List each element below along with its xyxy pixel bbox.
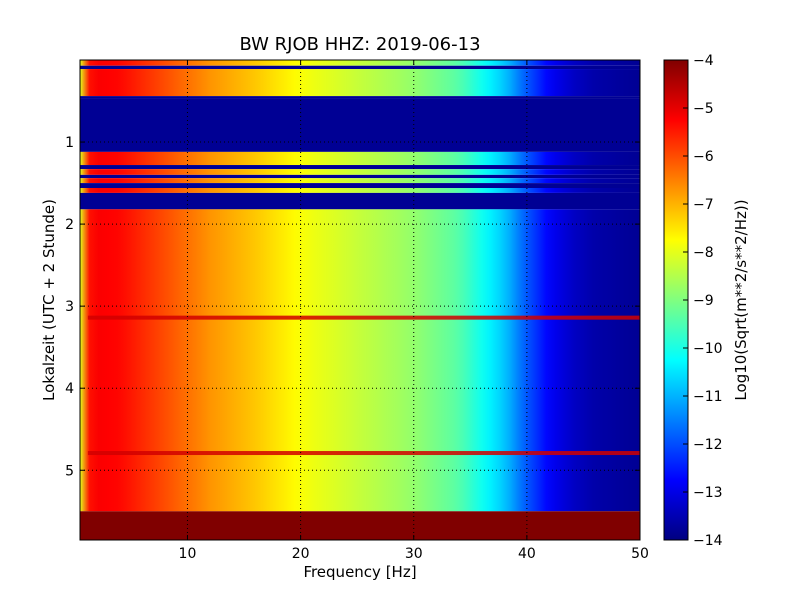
time-segment-data	[80, 209, 640, 512]
chart-title: BW RJOB HHZ: 2019-06-13	[239, 34, 480, 55]
time-segment-gap	[80, 98, 640, 152]
x-axis-ticks: 10 20 30 40 50	[179, 60, 649, 562]
time-segment-gap	[80, 192, 640, 210]
plot-frame	[79, 59, 641, 541]
x-tick-label: 30	[405, 546, 423, 562]
time-segment-gap	[80, 165, 640, 170]
grid-lines	[80, 60, 640, 540]
y-tick-label: 5	[65, 463, 74, 479]
time-segment-data	[80, 188, 640, 193]
time-segment-gap	[80, 96, 640, 99]
spectrogram-heatmap	[80, 60, 640, 540]
colorbar-ticks: −4 −5 −6 −7 −8 −9 −10 −11 −12 −13 −14	[683, 53, 723, 549]
time-segment-data	[80, 60, 640, 66]
y-tick-label: 3	[65, 299, 74, 315]
y-axis-ticks: 1 2 3 4 5	[65, 135, 640, 479]
time-segment-data	[80, 69, 640, 97]
strong-noise-line	[87, 451, 640, 456]
y-axis-label: Lokalzeit (UTC + 2 Stunde)	[40, 199, 58, 401]
x-tick-label: 20	[292, 546, 310, 562]
colorbar-label: Log10(Sqrt(m**2/s**2/Hz))	[732, 199, 750, 400]
colorbar-tick-label: −12	[693, 437, 723, 453]
time-segment-data	[80, 169, 640, 175]
time-segment-gap	[80, 183, 640, 188]
colorbar-tick-label: −4	[693, 53, 714, 69]
time-segment-gap	[80, 174, 640, 179]
time-segment-data	[80, 151, 640, 166]
time-segment-data	[80, 178, 640, 184]
colorbar-tick-label: −8	[693, 245, 714, 261]
y-tick-label: 2	[65, 217, 74, 233]
x-tick-label: 40	[518, 546, 536, 562]
x-tick-label: 10	[179, 546, 197, 562]
colorbar-tick-label: −7	[693, 197, 714, 213]
time-segment-gap	[80, 65, 640, 70]
colorbar-tick-label: −11	[693, 389, 723, 405]
time-segment-saturated	[80, 511, 640, 540]
strong-noise-line	[87, 315, 640, 320]
colorbar-tick-label: −13	[693, 485, 723, 501]
y-tick-label: 1	[65, 135, 74, 151]
x-tick-label: 50	[631, 546, 649, 562]
x-axis-label: Frequency [Hz]	[303, 563, 416, 581]
colorbar-tick-label: −10	[693, 341, 723, 357]
colorbar-tick-label: −9	[693, 293, 714, 309]
y-tick-label: 4	[65, 381, 74, 397]
colorbar-tick-label: −5	[693, 101, 714, 117]
colorbar-tick-label: −14	[693, 533, 723, 549]
colorbar-tick-label: −6	[693, 149, 714, 165]
